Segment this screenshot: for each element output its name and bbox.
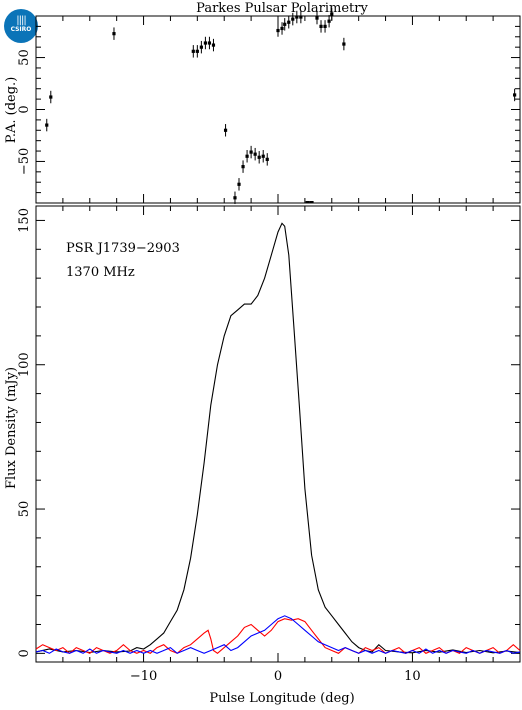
- pa-point: [249, 150, 253, 154]
- flux-y-tick-label: 150: [17, 208, 32, 233]
- pa-point: [276, 28, 280, 33]
- frequency-annotation: 1370 MHz: [66, 265, 135, 280]
- pa-point: [330, 12, 334, 16]
- pa-point: [513, 93, 517, 97]
- pa-point: [342, 42, 346, 46]
- flux-series-line-1: [35, 618, 521, 655]
- pa-y-tick-label: 0: [17, 105, 32, 113]
- pa-point: [323, 24, 327, 28]
- pa-point: [241, 165, 245, 169]
- flux-series-line-0: [35, 222, 521, 654]
- pa-point: [280, 26, 284, 31]
- pa-point: [195, 49, 199, 53]
- pa-axis-label: P.A. (deg.): [4, 77, 19, 144]
- pa-point: [211, 43, 216, 47]
- pa-point: [207, 41, 212, 45]
- flux-y-tick-label: 0: [17, 649, 32, 657]
- pa-point: [265, 157, 269, 161]
- csiro-logo-text: CSIRO: [10, 26, 32, 33]
- pa-point: [295, 15, 299, 19]
- pa-point: [287, 20, 291, 24]
- pa-point: [237, 182, 241, 186]
- pa-point: [253, 152, 257, 156]
- pa-point: [191, 49, 195, 53]
- x-tick-label: −10: [130, 669, 157, 684]
- pa-y-tick-label: 50: [17, 49, 32, 66]
- pa-point: [203, 41, 207, 45]
- pa-point: [315, 16, 319, 20]
- pulsar-name-annotation: PSR J1739−2903: [66, 241, 180, 256]
- pa-point: [291, 17, 295, 21]
- pa-point: [283, 22, 287, 26]
- pa-point: [45, 123, 49, 127]
- pa-point: [257, 155, 261, 159]
- x-tick-label: 10: [404, 669, 421, 684]
- flux-y-tick-label: 50: [17, 501, 32, 518]
- x-axis-label: Pulse Longitude (deg): [209, 691, 354, 706]
- pa-point: [199, 45, 203, 49]
- pa-point: [49, 95, 53, 99]
- flux-y-tick-label: 100: [17, 352, 32, 377]
- pa-panel-frame: [35, 15, 521, 204]
- csiro-logo-icon: ||||: [16, 15, 26, 26]
- flux-series-line-2: [35, 615, 521, 654]
- pa-point: [327, 19, 331, 23]
- pa-point: [319, 24, 323, 28]
- flux-axis-label: Flux Density (mJy): [4, 367, 19, 489]
- pa-y-tick-label: −50: [17, 148, 32, 175]
- pa-point: [112, 32, 116, 36]
- csiro-logo: |||| CSIRO: [4, 9, 38, 43]
- pa-point: [299, 15, 303, 19]
- pa-point: [261, 154, 265, 158]
- pa-point: [245, 154, 249, 158]
- x-tick-label: 0: [274, 669, 282, 684]
- pa-point: [233, 196, 237, 200]
- chart-title: Parkes Pulsar Polarimetry: [196, 1, 368, 16]
- pa-point: [223, 128, 228, 132]
